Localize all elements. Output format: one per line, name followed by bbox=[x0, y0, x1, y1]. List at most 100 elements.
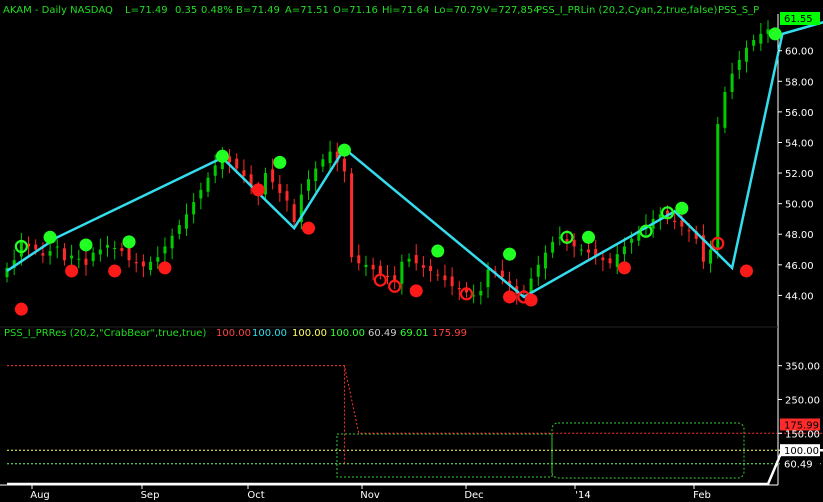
candle-body bbox=[486, 269, 490, 288]
y-tick-label: 54.00 bbox=[785, 138, 814, 149]
pivot-high-marker bbox=[768, 27, 782, 41]
candle-body bbox=[622, 246, 626, 255]
sub-y-tick-label: 150.00 bbox=[785, 429, 820, 440]
candle-body bbox=[529, 278, 533, 293]
pivot-low-marker bbox=[409, 284, 423, 298]
sub-value-label: 175.99 bbox=[784, 420, 819, 431]
pivot-low-hollow-marker bbox=[388, 279, 402, 293]
y-tick-label: 58.00 bbox=[785, 77, 814, 88]
candle-body bbox=[106, 244, 110, 248]
x-tick-label: Sep bbox=[141, 490, 160, 501]
candle-body bbox=[278, 184, 282, 193]
candle-body bbox=[98, 249, 102, 255]
y-tick-label: 60.00 bbox=[785, 47, 814, 58]
candle-body bbox=[192, 202, 196, 215]
candle-body bbox=[752, 40, 756, 46]
pivot-high-hollow-marker bbox=[560, 230, 574, 244]
study-value-3: 100.00 bbox=[292, 328, 327, 339]
bid-value: B=71.49 bbox=[236, 5, 280, 16]
candle-body bbox=[587, 249, 591, 253]
candle-body bbox=[5, 267, 9, 278]
change-percent: 0.48% bbox=[201, 5, 233, 16]
candle-body bbox=[407, 258, 411, 262]
candle-body bbox=[744, 47, 748, 62]
candle-body bbox=[350, 173, 354, 258]
candle-body bbox=[565, 239, 569, 242]
candle-body bbox=[84, 258, 88, 265]
last-price-box bbox=[780, 12, 820, 25]
candle-body bbox=[436, 274, 440, 276]
candle-body bbox=[500, 270, 504, 278]
chart-header: AKAM - Daily NASDAQ L=71.49 0.35 0.48% B… bbox=[3, 5, 759, 16]
candle-body bbox=[673, 220, 677, 222]
pivot-low-marker bbox=[108, 264, 122, 278]
candle-body bbox=[759, 33, 763, 44]
candle-body bbox=[271, 169, 275, 183]
candle-body bbox=[737, 59, 741, 70]
candle-body bbox=[637, 231, 641, 241]
candle-body bbox=[443, 275, 447, 281]
pivot-high-marker bbox=[215, 149, 229, 163]
sub-value-box bbox=[780, 418, 820, 431]
candle-body bbox=[479, 290, 483, 296]
candle-body bbox=[27, 243, 31, 247]
axis-labels: 44.00 46.00 48.00 50.00 52.00 54.00 56.00 58.00… bbox=[30, 12, 820, 501]
candle-body bbox=[12, 260, 16, 268]
pivot-high-marker bbox=[582, 230, 596, 244]
study-ssp-label: PSS_S_P bbox=[718, 5, 759, 16]
x-tick-label: Dec bbox=[464, 490, 483, 501]
pivot-low-marker bbox=[158, 261, 172, 275]
candle-body bbox=[314, 168, 318, 182]
study-value-6: 69.01 bbox=[400, 328, 429, 339]
candle-body bbox=[680, 220, 684, 227]
pivot-low-marker bbox=[14, 302, 28, 316]
y-tick-label: 56.00 bbox=[785, 108, 814, 119]
price-panel bbox=[5, 20, 823, 316]
candle-body bbox=[378, 265, 382, 274]
volume-value: V=727,854 bbox=[483, 5, 540, 16]
sub-value-box bbox=[780, 457, 820, 470]
candle-body bbox=[34, 244, 38, 250]
candle-body bbox=[709, 249, 713, 264]
candle-body bbox=[41, 253, 45, 256]
study-value-4: 100.00 bbox=[330, 328, 365, 339]
candle-body bbox=[328, 151, 332, 163]
candle-body bbox=[457, 288, 461, 290]
pivot-low-hollow-marker bbox=[711, 236, 725, 251]
candle-body bbox=[263, 173, 267, 195]
pivot-high-hollow-marker bbox=[639, 224, 653, 238]
candle-body bbox=[206, 177, 210, 192]
candle-body bbox=[342, 158, 346, 172]
candle-body bbox=[163, 246, 167, 254]
pivot-high-marker bbox=[675, 201, 689, 215]
study-value-7: 175.99 bbox=[432, 328, 467, 339]
open-value: O=71.16 bbox=[333, 5, 378, 16]
candle-body bbox=[551, 241, 555, 253]
pivot-low-hollow-marker bbox=[459, 287, 474, 301]
candle-body bbox=[19, 241, 23, 257]
candle-body bbox=[472, 295, 476, 297]
pivot-high-marker bbox=[337, 143, 351, 157]
y-tick-label: 44.00 bbox=[785, 291, 814, 302]
ask-value: A=71.51 bbox=[285, 5, 329, 16]
pivot-high-marker bbox=[431, 244, 445, 258]
indicator-line bbox=[7, 365, 823, 434]
candle-body bbox=[400, 261, 404, 284]
x-tick-label: '14 bbox=[575, 490, 590, 501]
zigzag-line bbox=[6, 21, 823, 299]
candle-body bbox=[285, 191, 289, 201]
candle-body bbox=[77, 258, 81, 260]
candle-body bbox=[149, 261, 153, 271]
candle-body bbox=[393, 275, 397, 281]
study-value-2: 100.00 bbox=[252, 328, 287, 339]
pivot-low-marker bbox=[503, 290, 517, 304]
prz-box-1 bbox=[336, 433, 553, 478]
sub-y-tick-label: 250.00 bbox=[785, 395, 820, 406]
candle-body bbox=[249, 174, 253, 186]
candle-body bbox=[141, 261, 145, 267]
pivot-low-marker bbox=[302, 221, 316, 235]
candle-body bbox=[694, 231, 698, 239]
candle-body bbox=[536, 264, 540, 277]
candle-body bbox=[335, 151, 339, 163]
candle-body bbox=[723, 92, 727, 128]
